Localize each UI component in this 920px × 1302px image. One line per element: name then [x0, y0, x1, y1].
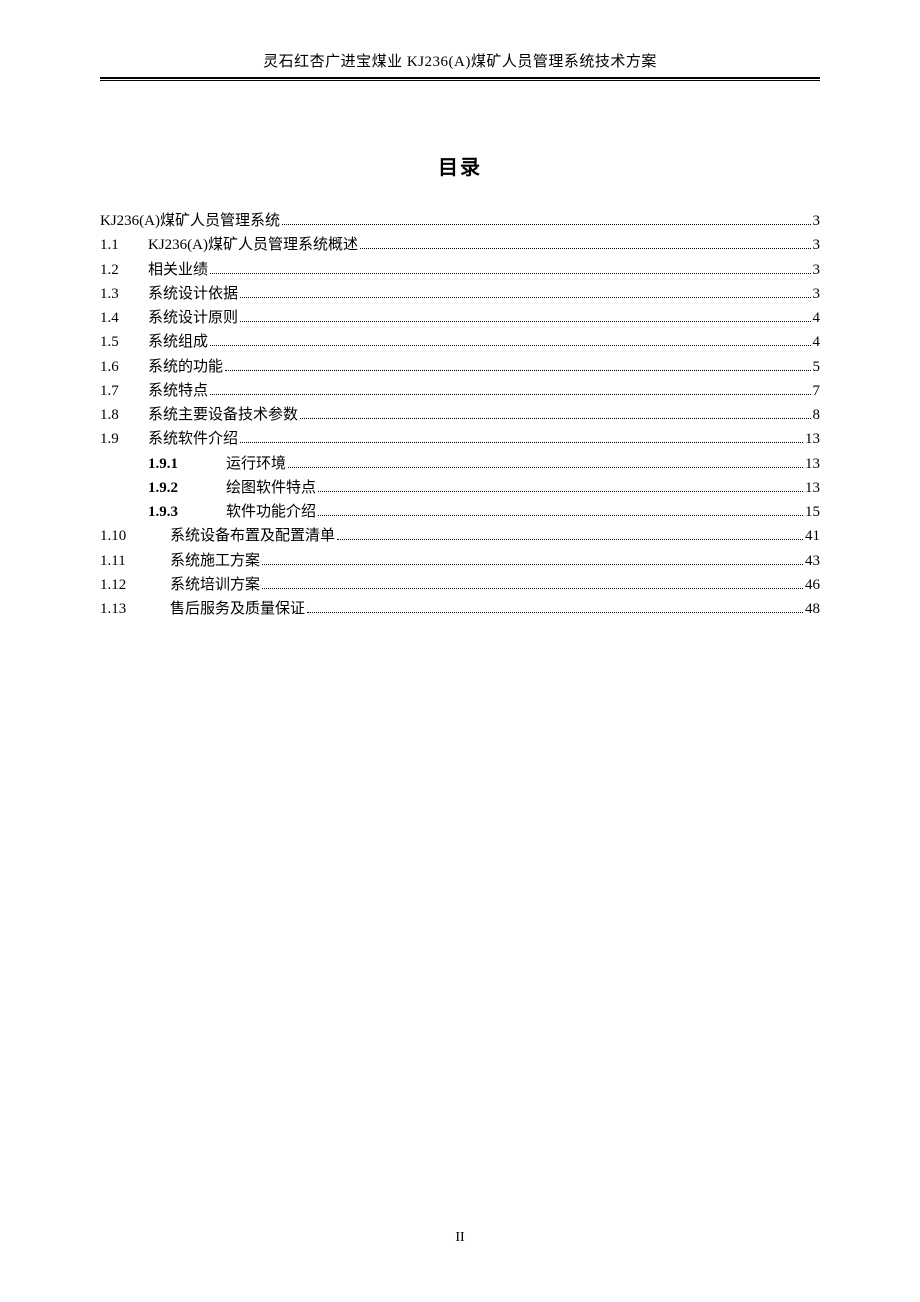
toc-entry: 1.8系统主要设备技术参数 8: [100, 404, 820, 427]
toc-entry-page: 5: [813, 356, 821, 379]
toc-entry: 1.9.2绘图软件特点 13: [100, 477, 820, 500]
toc-leader-dots: [240, 321, 810, 322]
toc-entry-page: 13: [805, 477, 820, 500]
toc-entry: 1.9.1运行环境 13: [100, 453, 820, 476]
toc-entry-number: 1.2: [100, 259, 148, 282]
toc-entry-number: 1.9.2: [148, 477, 226, 500]
toc-entry-number: 1.1: [100, 234, 148, 257]
header-rule: [100, 77, 820, 81]
toc-entry: 1.9系统软件介绍 13: [100, 428, 820, 451]
toc-entry-title: 软件功能介绍: [226, 501, 316, 524]
toc-entry: KJ236(A)煤矿人员管理系统 3: [100, 210, 820, 233]
toc-leader-dots: [240, 297, 810, 298]
toc-leader-dots: [360, 248, 811, 249]
toc-leader-dots: [282, 224, 811, 225]
toc-entry: 1.6系统的功能 5: [100, 356, 820, 379]
toc-entry-page: 13: [805, 428, 820, 451]
toc-entry-number: 1.12: [100, 574, 156, 597]
toc-leader-dots: [210, 394, 810, 395]
toc-entry-number: 1.10: [100, 525, 156, 548]
toc-entry-title: 系统设计原则: [148, 307, 238, 330]
toc-entry-number: 1.7: [100, 380, 148, 403]
toc-entry-title: 系统设计依据: [148, 283, 238, 306]
toc-leader-dots: [318, 515, 803, 516]
toc-entry-page: 46: [805, 574, 820, 597]
toc-entry: 1.2相关业绩 3: [100, 259, 820, 282]
document-page: 灵石红杏广进宝煤业 KJ236(A)煤矿人员管理系统技术方案 目录 KJ236(…: [0, 0, 920, 621]
toc-entry: 1.9.3软件功能介绍 15: [100, 501, 820, 524]
toc-entry-title: 运行环境: [226, 453, 286, 476]
toc-entry-page: 4: [813, 307, 821, 330]
toc-leader-dots: [262, 564, 803, 565]
toc-entry-page: 7: [813, 380, 821, 403]
toc-entry: 1.12 系统培训方案 46: [100, 574, 820, 597]
toc-leader-dots: [210, 345, 810, 346]
toc-leader-dots: [318, 491, 803, 492]
toc-entry-title: 绘图软件特点: [226, 477, 316, 500]
toc-heading: 目录: [100, 151, 820, 180]
toc-entry-title: 系统培训方案: [170, 574, 260, 597]
toc-entry: 1.13 售后服务及质量保证 48: [100, 598, 820, 621]
page-number: II: [0, 1230, 920, 1246]
toc-leader-dots: [307, 612, 803, 613]
toc-leader-dots: [240, 442, 803, 443]
toc-entry-number: 1.9: [100, 428, 148, 451]
toc-entry-page: 8: [813, 404, 821, 427]
toc-entry-page: 15: [805, 501, 820, 524]
toc-list: KJ236(A)煤矿人员管理系统31.1KJ236(A)煤矿人员管理系统概述31…: [100, 210, 820, 621]
toc-leader-dots: [337, 539, 803, 540]
toc-leader-dots: [262, 588, 803, 589]
toc-entry-number: 1.5: [100, 331, 148, 354]
toc-entry-number: 1.9.1: [148, 453, 226, 476]
toc-entry-page: 48: [805, 598, 820, 621]
toc-entry: 1.1KJ236(A)煤矿人员管理系统概述 3: [100, 234, 820, 257]
toc-entry-page: 41: [805, 525, 820, 548]
toc-entry-number: 1.11: [100, 550, 156, 573]
toc-entry-title: 系统的功能: [148, 356, 223, 379]
toc-entry-number: 1.6: [100, 356, 148, 379]
toc-entry-title: 相关业绩: [148, 259, 208, 282]
toc-leader-dots: [225, 370, 810, 371]
toc-entry-title: 系统特点: [148, 380, 208, 403]
toc-entry: 1.3系统设计依据 3: [100, 283, 820, 306]
toc-leader-dots: [288, 467, 803, 468]
toc-entry-page: 3: [813, 283, 821, 306]
toc-leader-dots: [210, 273, 810, 274]
toc-entry-page: 4: [813, 331, 821, 354]
toc-entry-number: 1.13: [100, 598, 156, 621]
toc-entry-title: 售后服务及质量保证: [170, 598, 305, 621]
toc-entry-page: 13: [805, 453, 820, 476]
toc-entry-page: 43: [805, 550, 820, 573]
toc-entry: 1.5系统组成 4: [100, 331, 820, 354]
toc-entry-page: 3: [813, 210, 821, 233]
toc-entry-number: 1.4: [100, 307, 148, 330]
toc-entry-title: 系统主要设备技术参数: [148, 404, 298, 427]
toc-entry-page: 3: [813, 234, 821, 257]
toc-entry-title: 系统组成: [148, 331, 208, 354]
running-header: 灵石红杏广进宝煤业 KJ236(A)煤矿人员管理系统技术方案: [100, 50, 820, 77]
toc-entry: 1.11 系统施工方案 43: [100, 550, 820, 573]
toc-entry: 1.7系统特点 7: [100, 380, 820, 403]
toc-entry-number: 1.8: [100, 404, 148, 427]
toc-entry-number: 1.9.3: [148, 501, 226, 524]
toc-entry-title: 系统设备布置及配置清单: [170, 525, 335, 548]
toc-entry: 1.10 系统设备布置及配置清单 41: [100, 525, 820, 548]
toc-entry-title: 系统施工方案: [170, 550, 260, 573]
toc-entry: 1.4系统设计原则 4: [100, 307, 820, 330]
toc-entry-number: 1.3: [100, 283, 148, 306]
toc-entry-page: 3: [813, 259, 821, 282]
toc-entry-title: 系统软件介绍: [148, 428, 238, 451]
toc-entry-title: KJ236(A)煤矿人员管理系统概述: [148, 234, 358, 257]
toc-leader-dots: [300, 418, 810, 419]
toc-entry-title: KJ236(A)煤矿人员管理系统: [100, 210, 280, 233]
